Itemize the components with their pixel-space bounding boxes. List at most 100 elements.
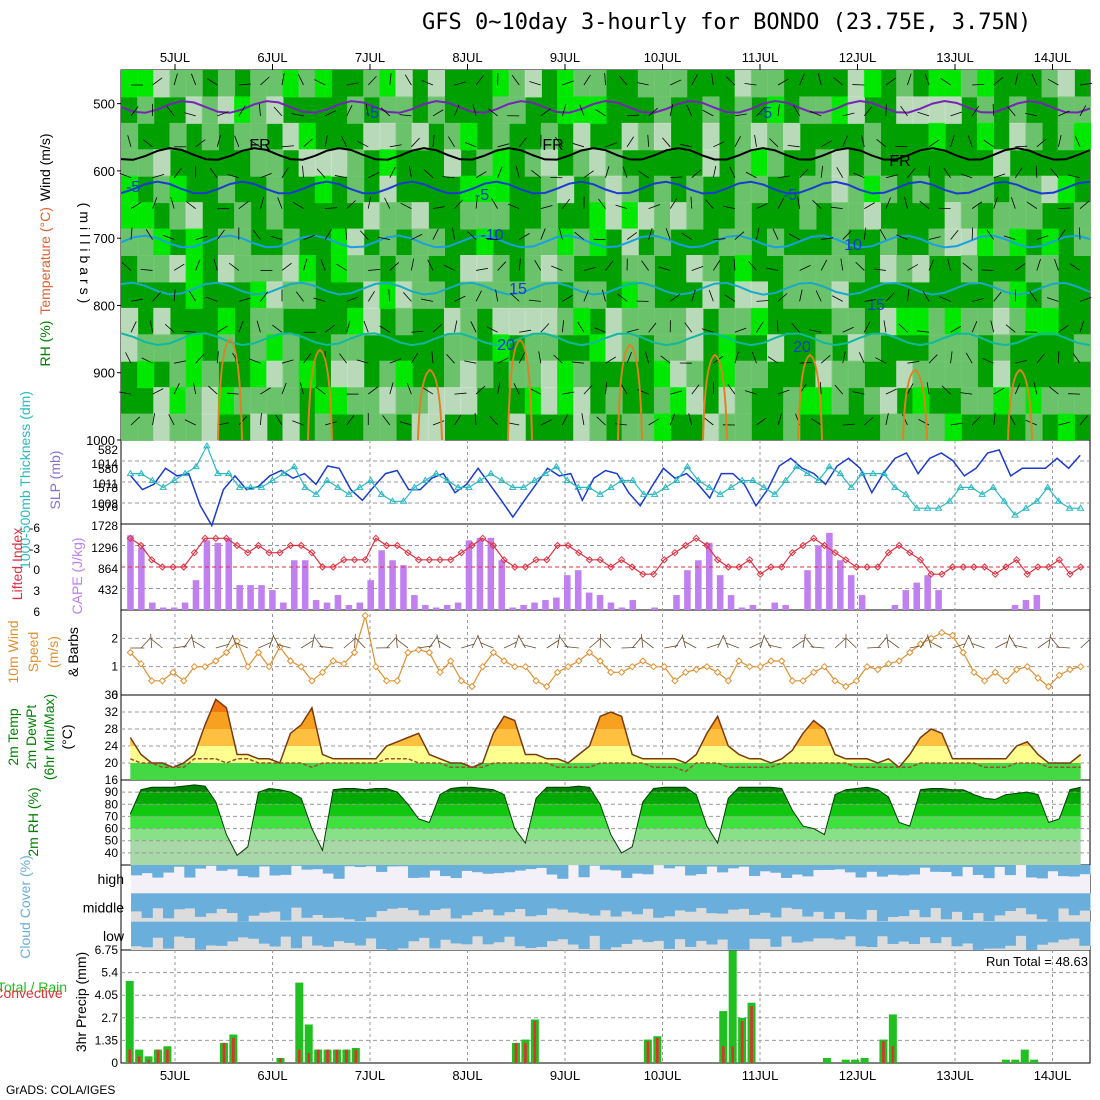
rh-cell bbox=[347, 175, 365, 204]
cloud-bar bbox=[898, 921, 910, 942]
cloud-bar bbox=[1036, 893, 1048, 920]
li-marker bbox=[842, 556, 850, 564]
wind-barb bbox=[380, 107, 391, 117]
wind-barb bbox=[756, 203, 768, 209]
wind-barb bbox=[540, 323, 550, 333]
cloud-bar bbox=[429, 865, 441, 871]
rh-cell bbox=[621, 281, 639, 309]
rh-cell bbox=[718, 307, 736, 336]
rh-cell bbox=[540, 122, 559, 151]
rh-cell bbox=[750, 70, 768, 98]
wind-marker bbox=[468, 682, 476, 691]
wind-barb bbox=[411, 352, 419, 364]
wind-barb bbox=[495, 289, 499, 302]
wind-barb bbox=[647, 134, 650, 147]
wind-barb bbox=[907, 264, 919, 271]
li-marker bbox=[927, 570, 935, 578]
cape-bar bbox=[673, 595, 680, 610]
wind-barb bbox=[574, 231, 585, 240]
rh-cell bbox=[573, 413, 591, 441]
cloud-bar bbox=[226, 921, 239, 942]
cloud-bar bbox=[674, 865, 686, 867]
cloud-bar bbox=[994, 865, 1006, 867]
rh-cell bbox=[928, 334, 946, 362]
wind-barb bbox=[919, 200, 930, 209]
wind-barb bbox=[745, 171, 757, 179]
cloud-bar bbox=[216, 893, 228, 909]
wind-barb bbox=[1015, 263, 1026, 271]
wind-barb bbox=[670, 79, 682, 86]
wind-barb bbox=[193, 382, 197, 395]
li-marker bbox=[425, 556, 434, 564]
rh-cell bbox=[1041, 387, 1059, 415]
rh-cell bbox=[460, 387, 478, 415]
wind-barb bbox=[971, 321, 978, 333]
cloud-bar bbox=[887, 865, 899, 875]
rh-cell bbox=[928, 307, 946, 336]
rh-cell bbox=[1041, 255, 1059, 283]
wind-barb bbox=[793, 105, 800, 117]
thickness-marker bbox=[650, 490, 659, 497]
wind-marker bbox=[1076, 662, 1085, 671]
rh-cell bbox=[524, 255, 542, 283]
wind-marker bbox=[553, 668, 562, 677]
cloud-bar bbox=[802, 921, 814, 942]
rh-cell bbox=[944, 334, 962, 362]
li-tick-label: -6 bbox=[29, 521, 40, 535]
cloud-bar bbox=[269, 921, 281, 947]
cloud-bar bbox=[205, 893, 217, 914]
wind-marker bbox=[895, 657, 903, 665]
wind-marker bbox=[169, 668, 177, 677]
wind-barb bbox=[971, 105, 980, 117]
cloud-bar bbox=[237, 865, 249, 877]
wind-barb bbox=[756, 417, 767, 426]
wind-barb bbox=[734, 351, 739, 364]
cloud-bar bbox=[1047, 865, 1059, 872]
wind-barb bbox=[406, 382, 412, 395]
wind-barb bbox=[174, 360, 186, 364]
precip-tick-label: 6.75 bbox=[95, 943, 119, 957]
surface-wind-barb bbox=[1048, 634, 1051, 649]
rh-cell bbox=[718, 334, 736, 362]
wind-barb bbox=[238, 297, 251, 302]
wind-ylabel: 10m Wind bbox=[5, 620, 21, 683]
rh-cell bbox=[444, 122, 462, 151]
rh-cell bbox=[993, 228, 1011, 256]
rh-cell bbox=[653, 387, 672, 415]
wind-barb bbox=[1031, 73, 1038, 86]
thickness-marker bbox=[1076, 504, 1085, 511]
wind-barb bbox=[577, 321, 585, 333]
rh-cell bbox=[1073, 202, 1091, 230]
cloud-bar bbox=[301, 893, 313, 918]
wind-barb bbox=[727, 384, 736, 395]
wind-barb bbox=[620, 383, 628, 395]
cape-bar bbox=[443, 605, 451, 610]
dewpt-line bbox=[130, 758, 1081, 773]
surface-wind-barb bbox=[1050, 636, 1060, 649]
cape-bar bbox=[203, 540, 211, 610]
li-marker bbox=[874, 563, 882, 571]
rh-cell bbox=[137, 70, 155, 98]
cape-bar bbox=[225, 537, 233, 610]
cape-bar bbox=[596, 595, 604, 610]
rh-cell bbox=[137, 255, 155, 283]
rh-cell bbox=[573, 387, 591, 415]
wind-barb bbox=[497, 166, 503, 178]
rh-cell bbox=[314, 149, 332, 177]
thickness-marker bbox=[290, 462, 299, 470]
rh-cell bbox=[896, 255, 914, 283]
rh-cell bbox=[767, 122, 785, 151]
cloud-bar bbox=[280, 865, 292, 875]
slp-line bbox=[130, 449, 1081, 528]
cloud-bar bbox=[365, 921, 377, 939]
cloud-bar bbox=[578, 865, 590, 878]
cloud-bar bbox=[471, 893, 484, 912]
rh-cell bbox=[153, 334, 171, 362]
wind-barb bbox=[226, 392, 239, 395]
wind-ylabel: & Barbs bbox=[65, 627, 81, 677]
wind-barb bbox=[572, 142, 585, 148]
precip-conv-bar bbox=[524, 1042, 527, 1063]
cloud-bar bbox=[173, 921, 185, 937]
rh-cell bbox=[976, 387, 995, 415]
wind-barb bbox=[141, 357, 153, 364]
